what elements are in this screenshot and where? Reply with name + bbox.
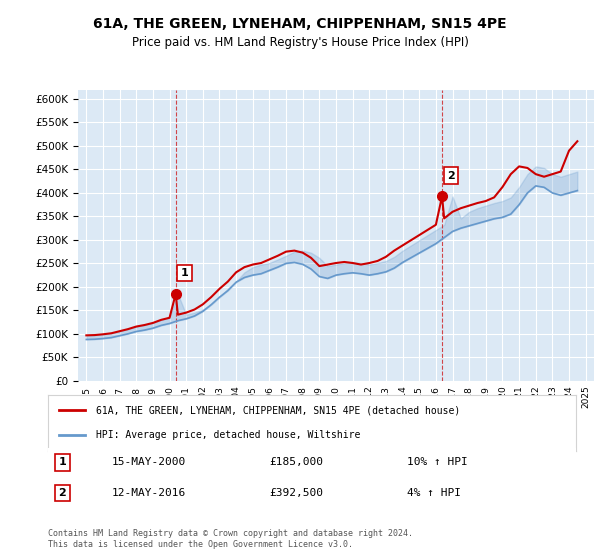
Text: 1: 1 [181, 268, 188, 278]
Text: 4% ↑ HPI: 4% ↑ HPI [407, 488, 461, 498]
Text: 61A, THE GREEN, LYNEHAM, CHIPPENHAM, SN15 4PE: 61A, THE GREEN, LYNEHAM, CHIPPENHAM, SN1… [93, 17, 507, 31]
Text: 12-MAY-2016: 12-MAY-2016 [112, 488, 185, 498]
Text: £392,500: £392,500 [270, 488, 324, 498]
Text: 61A, THE GREEN, LYNEHAM, CHIPPENHAM, SN15 4PE (detached house): 61A, THE GREEN, LYNEHAM, CHIPPENHAM, SN1… [95, 405, 460, 416]
Text: £185,000: £185,000 [270, 457, 324, 467]
Text: Price paid vs. HM Land Registry's House Price Index (HPI): Price paid vs. HM Land Registry's House … [131, 36, 469, 49]
Text: 1: 1 [59, 457, 67, 467]
Text: 15-MAY-2000: 15-MAY-2000 [112, 457, 185, 467]
Text: 10% ↑ HPI: 10% ↑ HPI [407, 457, 468, 467]
Text: HPI: Average price, detached house, Wiltshire: HPI: Average price, detached house, Wilt… [95, 430, 360, 440]
Text: 2: 2 [59, 488, 67, 498]
Text: Contains HM Land Registry data © Crown copyright and database right 2024.
This d: Contains HM Land Registry data © Crown c… [48, 529, 413, 549]
Text: 2: 2 [447, 171, 455, 181]
